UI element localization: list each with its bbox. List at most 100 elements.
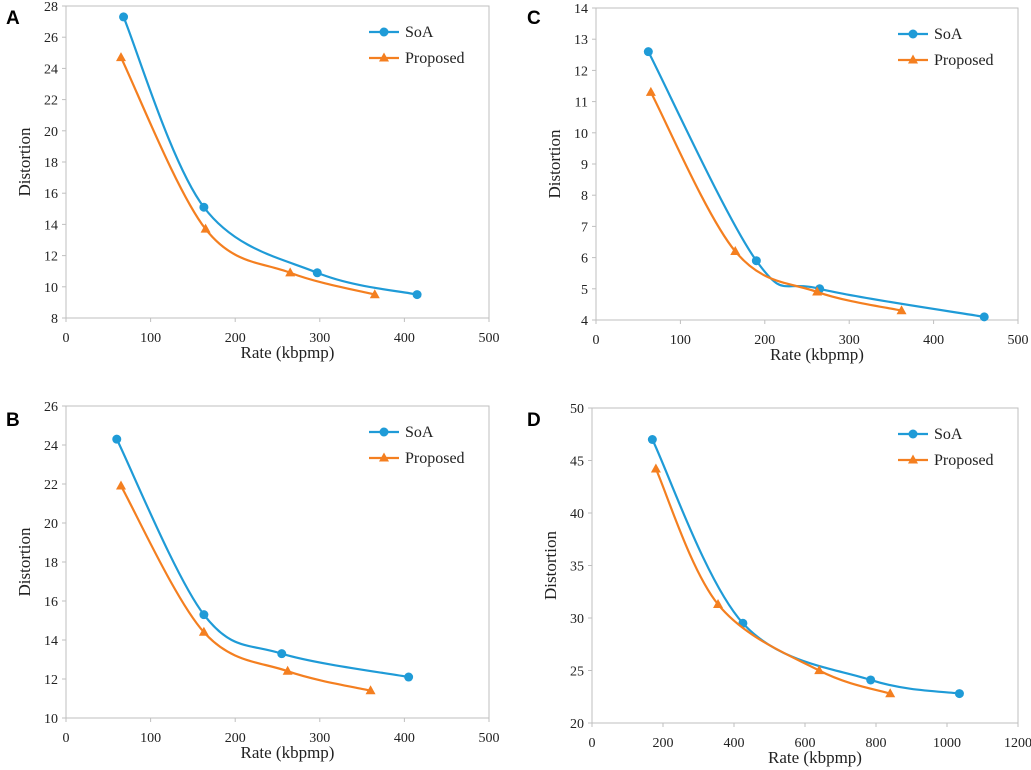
y-tick-label: 12 [44, 250, 58, 265]
series-proposed [650, 463, 896, 698]
legend-marker [908, 54, 918, 64]
x-tick-label: 300 [309, 331, 330, 346]
series-line [649, 91, 903, 312]
y-axis-label: Distortion [15, 527, 34, 596]
data-point [115, 480, 126, 490]
legend-entry-proposed: Proposed [898, 52, 994, 69]
x-tick-label: 300 [309, 731, 330, 746]
series-line [119, 484, 372, 692]
x-tick-label: 100 [670, 333, 691, 348]
series-line [119, 56, 376, 296]
legend-label: Proposed [405, 50, 465, 67]
series-proposed [115, 52, 380, 299]
legend-marker [908, 29, 918, 39]
series-line [122, 15, 419, 296]
legend-marker [379, 452, 389, 462]
legend-entry-soa: SoA [369, 24, 434, 41]
data-point [896, 305, 907, 315]
x-tick-label: 400 [724, 736, 745, 751]
series-proposed [645, 86, 907, 315]
data-point [812, 286, 823, 296]
legend-marker [379, 427, 389, 437]
data-point [866, 675, 876, 685]
data-point [369, 289, 380, 299]
y-tick-label: 22 [44, 94, 58, 109]
data-point [277, 649, 287, 659]
y-tick-label: 6 [581, 252, 588, 267]
x-tick-label: 400 [923, 333, 944, 348]
y-tick-label: 4 [581, 314, 588, 329]
y-tick-label: 5 [581, 283, 588, 298]
series-proposed [115, 480, 376, 695]
x-tick-label: 200 [653, 736, 674, 751]
y-tick-label: 26 [44, 400, 58, 415]
x-tick-label: 1000 [933, 736, 961, 751]
chart-panel-d: D 20 25 30 35 40 45 50 0 200 400 600 800 1000 1200 Rate… [527, 402, 1031, 767]
legend-label: SoA [934, 26, 963, 43]
data-point [751, 256, 761, 266]
panel-letter: C [527, 8, 541, 29]
x-tick-label: 1200 [1004, 736, 1031, 751]
x-tick-label: 0 [589, 736, 596, 751]
y-tick-label: 16 [44, 187, 58, 202]
data-point [650, 463, 661, 473]
data-point [312, 268, 322, 278]
x-tick-label: 100 [140, 331, 161, 346]
y-tick-label: 25 [570, 665, 584, 680]
y-tick-label: 30 [570, 612, 584, 627]
y-tick-label: 12 [574, 64, 588, 79]
legend-entry-soa: SoA [898, 426, 963, 443]
y-tick-label: 26 [44, 31, 58, 46]
data-point [643, 47, 653, 57]
data-point [645, 86, 656, 96]
x-tick-label: 200 [754, 333, 775, 348]
y-tick-label: 18 [44, 156, 58, 171]
x-axis-label: Rate (kbpmp) [241, 343, 335, 362]
legend-marker [379, 52, 389, 62]
series-line [115, 438, 410, 679]
series-soa [643, 47, 989, 322]
legend-entry-soa: SoA [369, 424, 434, 441]
series-line [651, 438, 961, 695]
y-tick-label: 50 [570, 402, 584, 417]
data-point [404, 672, 414, 682]
y-axis-label: Distortion [545, 129, 564, 198]
data-point [365, 685, 376, 695]
y-tick-label: 40 [570, 507, 584, 522]
series-soa [119, 12, 422, 300]
y-tick-label: 9 [581, 158, 588, 173]
y-tick-label: 11 [575, 96, 588, 111]
data-point [198, 626, 209, 636]
x-tick-label: 200 [225, 731, 246, 746]
data-point [200, 223, 211, 233]
x-tick-label: 200 [225, 331, 246, 346]
x-tick-label: 500 [479, 331, 500, 346]
y-tick-label: 14 [44, 218, 58, 233]
data-point [412, 290, 422, 300]
y-tick-label: 8 [581, 189, 588, 204]
x-axis-label: Rate (kbpmp) [241, 743, 335, 762]
data-point [199, 202, 209, 212]
x-tick-label: 500 [1008, 333, 1029, 348]
x-axis-label: Rate (kbpmp) [770, 345, 864, 364]
legend-entry-proposed: Proposed [369, 50, 465, 67]
y-tick-label: 10 [44, 712, 58, 727]
data-point [713, 598, 724, 608]
legend-entry-proposed: Proposed [898, 452, 994, 469]
data-point [730, 245, 741, 255]
y-tick-label: 16 [44, 595, 58, 610]
chart-panel-c: C 4 5 6 7 8 9 10 11 12 13 14 0 100 200 300 400 500 Rate (k… [527, 2, 1029, 364]
legend-entry-proposed: Proposed [369, 450, 465, 467]
y-tick-label: 35 [570, 560, 584, 575]
series-soa [112, 434, 414, 682]
legend-label: SoA [405, 24, 434, 41]
data-point [112, 434, 122, 444]
y-tick-label: 24 [44, 439, 58, 454]
legend-entry-soa: SoA [898, 26, 963, 43]
data-point [115, 52, 126, 62]
data-point [285, 267, 296, 277]
legend-marker [379, 27, 389, 37]
y-axis-label: Distortion [541, 531, 560, 600]
y-tick-label: 18 [44, 556, 58, 571]
y-tick-label: 12 [44, 673, 58, 688]
